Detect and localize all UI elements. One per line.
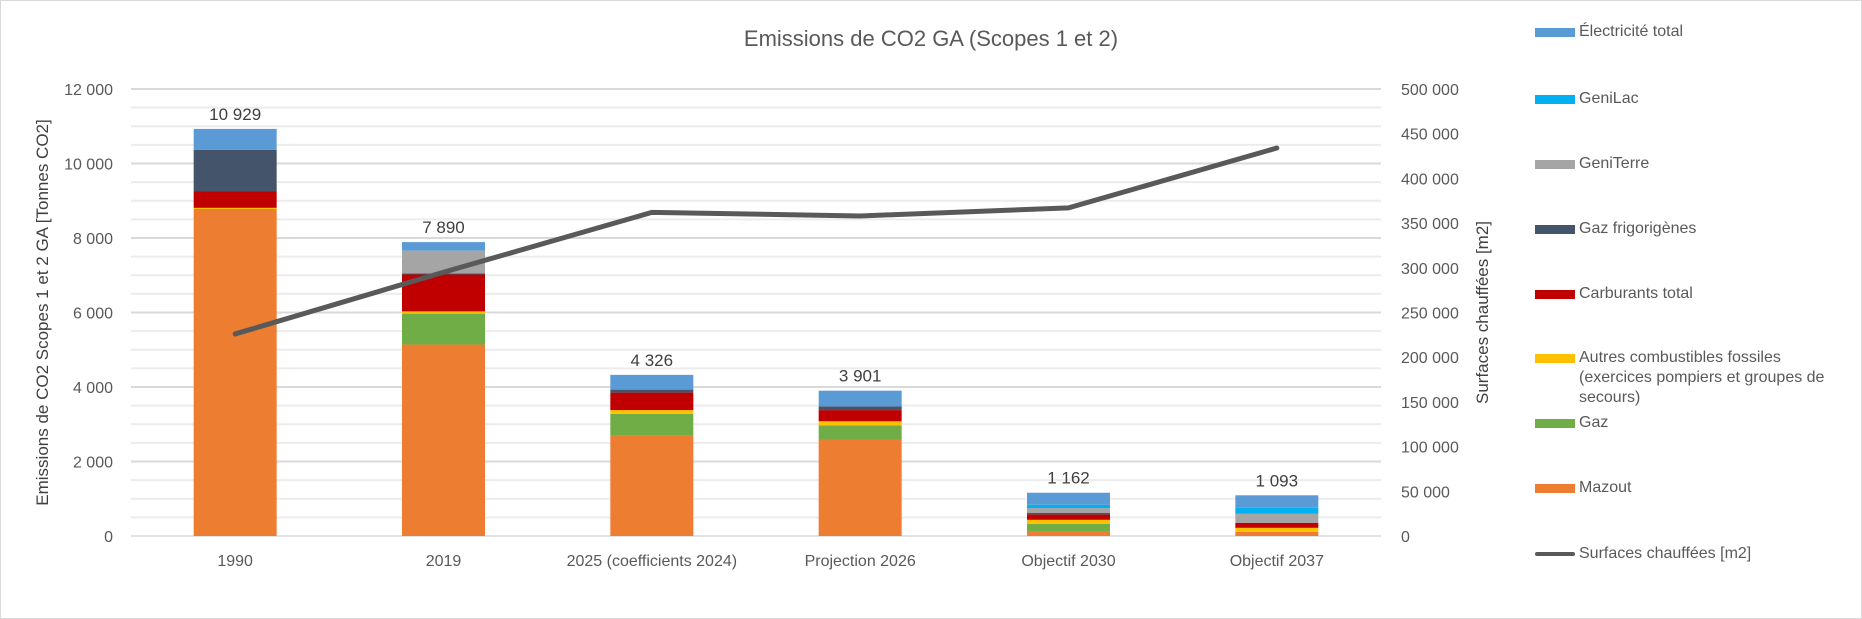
- total-label: 4 326: [631, 351, 674, 370]
- y2-tick-label: 300 000: [1401, 261, 1459, 278]
- y2-tick-label: 350 000: [1401, 216, 1459, 233]
- legend-swatch: [1535, 160, 1575, 169]
- bar-segment: [1027, 508, 1110, 513]
- y-axis-title: Emissions de CO2 Scopes 1 et 2 GA [Tonne…: [33, 119, 52, 505]
- bar-segment: [402, 311, 485, 314]
- legend-item: Mazout: [1535, 478, 1631, 498]
- y2-tick-label: 50 000: [1401, 484, 1450, 501]
- legend-swatch: [1535, 95, 1575, 104]
- y-tick-label: 6 000: [73, 306, 113, 323]
- y2-tick-label: 150 000: [1401, 395, 1459, 412]
- bar-segment: [610, 410, 694, 414]
- x-tick-label: 1990: [217, 553, 253, 570]
- legend-label: Surfaces chauffées [m2]: [1579, 545, 1752, 562]
- legend-label: Carburants total: [1579, 285, 1693, 302]
- bar-segment: [1027, 492, 1110, 505]
- bar-segment: [610, 389, 694, 393]
- x-tick-label: 2025 (coefficients 2024): [567, 553, 737, 570]
- x-tick-label: Objectif 2030: [1021, 553, 1115, 570]
- bar-segment: [818, 390, 902, 407]
- legend-item: Gaz frigorigènes: [1535, 219, 1696, 239]
- y2-tick-label: 0: [1401, 529, 1410, 546]
- bar-segment: [402, 344, 485, 536]
- legend-swatch: [1535, 354, 1575, 363]
- legend-item: GeniLac: [1535, 89, 1639, 109]
- bar-segment: [193, 191, 277, 208]
- legend-swatch: [1535, 419, 1575, 428]
- bar-segment: [1027, 523, 1110, 532]
- bar-segment: [1235, 527, 1319, 532]
- y2-tick-label: 500 000: [1401, 82, 1459, 99]
- bar-segment: [402, 313, 485, 345]
- total-label: 1 162: [1047, 469, 1090, 488]
- bar-segment: [1027, 504, 1110, 509]
- bar-segment: [818, 406, 902, 411]
- bar-segment: [1027, 519, 1110, 524]
- legend-swatch: [1535, 28, 1575, 37]
- legend-label: GeniTerre: [1579, 155, 1650, 172]
- legend-label: Autres combustibles fossiles (exercices …: [1579, 349, 1825, 406]
- bar-segment: [1235, 531, 1319, 536]
- legend-item: Carburants total: [1535, 284, 1693, 304]
- y-tick-label: 8 000: [73, 231, 113, 248]
- y-tick-label: 2 000: [73, 455, 113, 472]
- bar-segment: [818, 421, 902, 426]
- legend-label: GeniLac: [1579, 90, 1639, 107]
- legend-line-swatch: [1535, 552, 1575, 556]
- bar-segment: [193, 207, 277, 209]
- total-label: 3 901: [839, 367, 882, 386]
- legend-swatch: [1535, 290, 1575, 299]
- y-tick-label: 0: [104, 529, 113, 546]
- x-tick-label: 2019: [426, 553, 462, 570]
- legend-item: Gaz: [1535, 413, 1608, 433]
- chart-title: Emissions de CO2 GA (Scopes 1 et 2): [744, 26, 1118, 51]
- legend-label: Électricité total: [1579, 23, 1684, 40]
- legend-label: Gaz: [1579, 414, 1609, 431]
- bar-segment: [193, 149, 277, 192]
- bar-segment: [193, 208, 277, 536]
- total-label: 1 093: [1256, 471, 1299, 490]
- legend-swatch: [1535, 225, 1575, 234]
- bar-segment: [1235, 495, 1319, 508]
- bar-segment: [1027, 531, 1110, 536]
- x-tick-label: Objectif 2037: [1230, 553, 1324, 570]
- legend-item-line: Surfaces chauffées [m2]: [1535, 544, 1751, 564]
- y-tick-label: 4 000: [73, 380, 113, 397]
- bar-segment: [402, 242, 485, 251]
- legend-item: Autres combustibles fossiles (exercices …: [1535, 348, 1829, 408]
- bar-segment: [1027, 512, 1110, 515]
- bar-segment: [818, 410, 902, 422]
- bar-segment: [1235, 507, 1319, 514]
- bar-segment: [610, 392, 694, 411]
- bar-segment: [1235, 513, 1319, 523]
- y-tick-label: 12 000: [64, 82, 113, 99]
- bar-segment: [818, 425, 902, 440]
- legend-item: GeniTerre: [1535, 154, 1649, 174]
- y2-tick-label: 450 000: [1401, 127, 1459, 144]
- y2-tick-label: 400 000: [1401, 171, 1459, 188]
- legend-label: Mazout: [1579, 479, 1632, 496]
- bar-segment: [818, 439, 902, 536]
- bar-segment: [1027, 514, 1110, 520]
- y2-axis-title: Surfaces chauffées [m2]: [1473, 221, 1492, 404]
- legend-item: Électricité total: [1535, 22, 1683, 42]
- legend-swatch: [1535, 484, 1575, 493]
- total-label: 10 929: [209, 105, 261, 124]
- y2-tick-label: 200 000: [1401, 350, 1459, 367]
- legend-label: Gaz frigorigènes: [1579, 220, 1697, 237]
- total-label: 7 890: [422, 218, 465, 237]
- x-tick-label: Projection 2026: [805, 553, 916, 570]
- y2-tick-label: 100 000: [1401, 440, 1459, 457]
- bar-segment: [1235, 522, 1319, 528]
- y-tick-label: 10 000: [64, 157, 113, 174]
- surfaces-line: [232, 145, 1280, 337]
- bar-segment: [610, 374, 694, 390]
- bar-segment: [610, 435, 694, 536]
- bar-segment: [610, 413, 694, 436]
- bar-segment: [193, 128, 277, 150]
- y2-tick-label: 250 000: [1401, 306, 1459, 323]
